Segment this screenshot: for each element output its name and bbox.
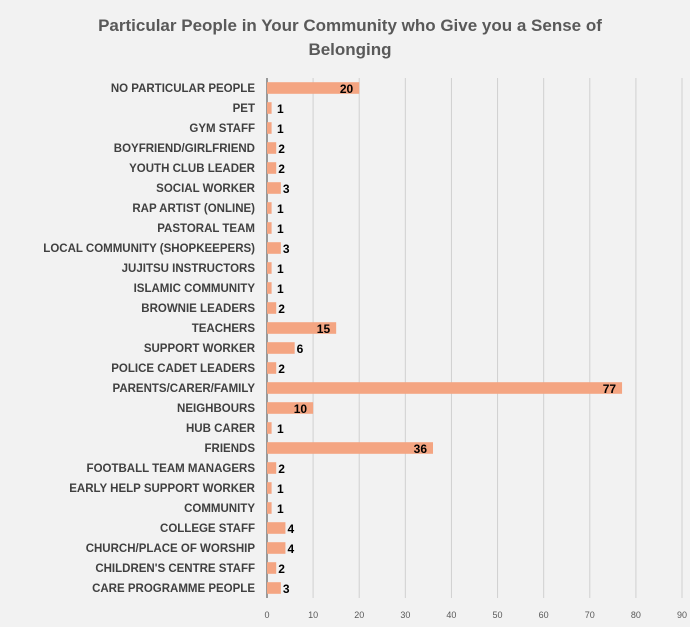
bar — [267, 522, 286, 534]
value-label: 1 — [277, 102, 284, 116]
value-label: 2 — [278, 462, 285, 476]
bar — [267, 542, 286, 554]
value-label: 6 — [297, 342, 304, 356]
category-label: COLLEGE STAFF — [160, 523, 255, 535]
bar — [267, 562, 277, 574]
x-tick-label: 20 — [354, 610, 364, 620]
category-label: FOOTBALL TEAM MANAGERS — [87, 463, 256, 475]
category-label: TEACHERS — [192, 323, 256, 335]
value-label: 3 — [283, 242, 290, 256]
bar — [267, 482, 272, 494]
category-label: JUJITSU INSTRUCTORS — [122, 263, 256, 275]
value-label: 1 — [277, 422, 284, 436]
value-label: 1 — [277, 262, 284, 276]
x-tick-label: 0 — [264, 610, 269, 620]
bar — [267, 202, 272, 214]
bar — [267, 582, 281, 594]
bar — [267, 502, 272, 514]
bar — [267, 462, 277, 474]
value-label: 36 — [414, 442, 428, 456]
bar — [267, 442, 433, 454]
gridlines — [312, 78, 683, 598]
value-label: 15 — [317, 322, 331, 336]
category-label: LOCAL COMMUNITY (SHOPKEEPERS) — [43, 243, 255, 255]
bar — [267, 302, 277, 314]
x-tick-label: 40 — [446, 610, 456, 620]
category-label: ISLAMIC COMMUNITY — [134, 283, 256, 295]
value-label: 2 — [278, 142, 285, 156]
bar — [267, 282, 272, 294]
category-label: BOYFRIEND/GIRLFRIEND — [114, 143, 255, 155]
x-tick-label: 70 — [585, 610, 595, 620]
category-label: SOCIAL WORKER — [156, 183, 256, 195]
value-label: 3 — [283, 182, 290, 196]
bar — [267, 262, 272, 274]
value-label: 1 — [277, 282, 284, 296]
category-label: CHURCH/PLACE OF WORSHIP — [86, 543, 256, 555]
category-label: POLICE CADET LEADERS — [111, 363, 255, 375]
value-label: 3 — [283, 582, 290, 596]
category-label: YOUTH CLUB LEADER — [129, 163, 256, 175]
bar — [267, 182, 281, 194]
bar — [267, 322, 337, 334]
x-tick-label: 10 — [308, 610, 318, 620]
category-label: COMMUNITY — [184, 503, 255, 515]
category-label: EARLY HELP SUPPORT WORKER — [69, 483, 255, 495]
bar — [267, 422, 272, 434]
x-tick-label: 50 — [493, 610, 503, 620]
bar — [267, 82, 360, 94]
value-label: 1 — [277, 122, 284, 136]
category-label: FRIENDS — [205, 443, 256, 455]
x-tick-label: 60 — [539, 610, 549, 620]
category-label: CHILDREN'S CENTRE STAFF — [95, 563, 255, 575]
category-label: BROWNIE LEADERS — [141, 303, 255, 315]
x-tick-label: 80 — [631, 610, 641, 620]
bar — [267, 222, 272, 234]
value-label: 4 — [287, 522, 294, 536]
value-label: 1 — [277, 222, 284, 236]
value-label: 1 — [277, 502, 284, 516]
category-label: CARE PROGRAMME PEOPLE — [92, 583, 255, 595]
category-label: SUPPORT WORKER — [144, 343, 256, 355]
bar — [267, 342, 295, 354]
category-label: GYM STAFF — [189, 123, 255, 135]
value-label: 2 — [278, 302, 285, 316]
bars — [267, 82, 623, 594]
value-label: 2 — [278, 562, 285, 576]
value-label: 2 — [278, 162, 285, 176]
category-label: PET — [233, 103, 255, 115]
value-label: 4 — [287, 542, 294, 556]
x-tick-label: 30 — [400, 610, 410, 620]
category-label: RAP ARTIST (ONLINE) — [132, 203, 255, 215]
category-label: NO PARTICULAR PEOPLE — [111, 83, 256, 95]
bar — [267, 162, 277, 174]
bar — [267, 142, 277, 154]
category-label: PARENTS/CARER/FAMILY — [113, 383, 256, 395]
labels: 0 10 20 30 40 50 60 70 80 90 NO PARTICULAR PEOPLE 2… — [43, 82, 687, 620]
x-tick-label: 90 — [677, 610, 687, 620]
value-label: 2 — [278, 362, 285, 376]
category-label: HUB CARER — [186, 423, 256, 435]
chart-title: Particular People in Your Community who … — [98, 16, 602, 59]
bar — [267, 382, 623, 394]
category-label: PASTORAL TEAM — [157, 223, 255, 235]
value-label: 1 — [277, 482, 284, 496]
category-label: NEIGHBOURS — [177, 403, 255, 415]
bar — [267, 122, 272, 134]
bar — [267, 362, 277, 374]
value-label: 20 — [340, 82, 354, 96]
value-label: 10 — [294, 402, 308, 416]
bar — [267, 102, 272, 114]
bar — [267, 402, 314, 414]
value-label: 1 — [277, 202, 284, 216]
value-label: 77 — [603, 382, 617, 396]
bar — [267, 242, 281, 254]
